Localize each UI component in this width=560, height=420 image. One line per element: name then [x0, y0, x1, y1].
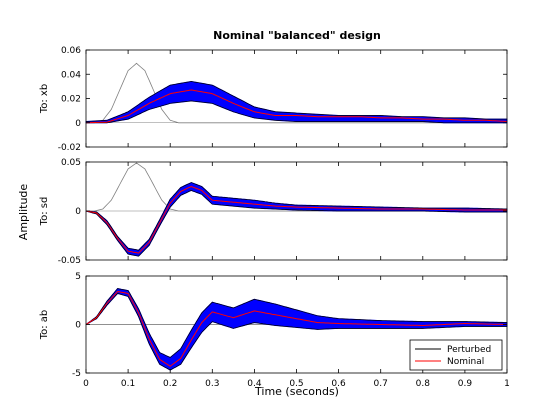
- y-tick-label: 0: [75, 207, 81, 217]
- y-tick-label: 0.02: [61, 95, 81, 105]
- x-tick-label: 0.5: [289, 379, 303, 389]
- perturbed-trace-1: [85, 190, 507, 257]
- legend-label-perturbed: Perturbed: [447, 345, 491, 355]
- y-tick-label: -5: [72, 369, 81, 379]
- subplots: -0.02 0 0.02 0.04 0.06 To: xb -0.05 0 0.05 To: sd…: [39, 46, 510, 389]
- perturbed-trace-2: [85, 288, 508, 358]
- subplot-2: -0.05 0 0.05 To: sd: [39, 158, 508, 266]
- x-tick-label: 1: [504, 379, 510, 389]
- y-axis-label: Amplitude: [17, 184, 30, 241]
- subplot-1: -0.02 0 0.02 0.04 0.06 To: xb: [39, 46, 508, 153]
- y-tick-label: 0.06: [61, 46, 81, 56]
- x-tick-label: 0.7: [374, 379, 388, 389]
- x-tick-label: 0.6: [331, 379, 346, 389]
- perturbed-trace-1: [85, 293, 507, 371]
- y-tick-label: -0.02: [58, 143, 81, 153]
- y-tick-label: 0.04: [61, 70, 81, 80]
- perturbed-trace-1: [86, 100, 507, 124]
- perturbed-trace-2: [85, 182, 507, 251]
- nominal-line: [85, 290, 507, 367]
- x-tick-label: 0.1: [121, 379, 135, 389]
- subplot-output-label: To: xb: [39, 84, 50, 114]
- nominal-line: [85, 89, 508, 124]
- y-tick-label: 0: [75, 119, 81, 129]
- x-tick-label: 0.3: [205, 379, 219, 389]
- y-tick-label: -0.05: [58, 256, 81, 266]
- x-axis-label: Time (seconds): [254, 385, 339, 398]
- chart-title: Nominal "balanced" design: [213, 29, 381, 42]
- x-tick-label: 0.9: [458, 379, 473, 389]
- nominal-line: [85, 185, 507, 254]
- legend-box: [409, 339, 503, 371]
- y-tick-label: 0: [75, 321, 81, 331]
- subplot-output-label: To: ab: [39, 310, 50, 341]
- x-tick-label: 0.2: [163, 379, 177, 389]
- subplot-output-label: To: sd: [39, 197, 50, 227]
- legend: Perturbed Nominal: [409, 339, 503, 371]
- y-tick-label: 5: [75, 272, 81, 282]
- legend-label-nominal: Nominal: [447, 357, 484, 367]
- y-tick-label: 0.05: [61, 158, 81, 168]
- x-tick-label: 0.8: [416, 379, 431, 389]
- perturbed-trace-2: [85, 81, 507, 122]
- x-tick-label: 0.4: [247, 379, 262, 389]
- x-tick-label: 0: [83, 379, 89, 389]
